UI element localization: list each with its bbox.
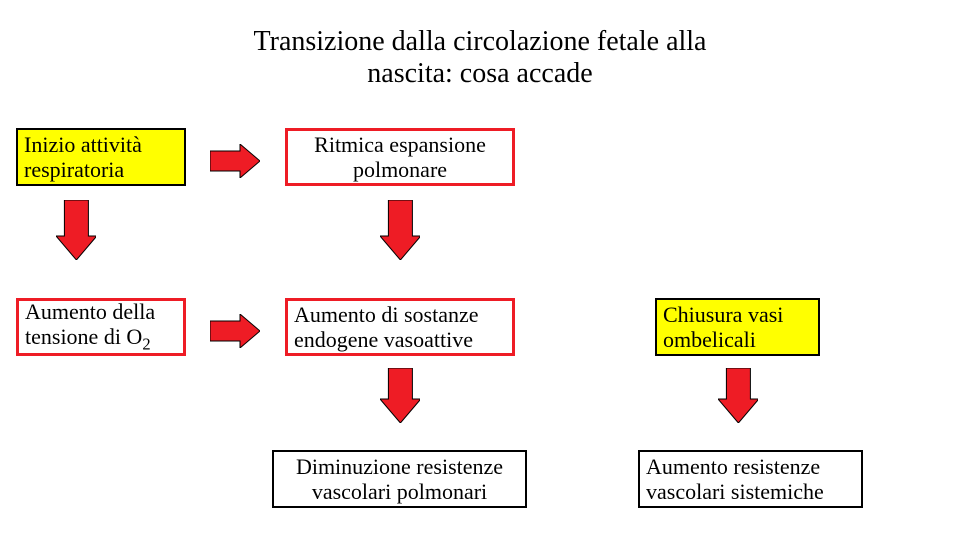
box-text: Ritmica espansionepolmonare — [314, 132, 486, 183]
arrow-down-icon — [718, 368, 759, 423]
box-text: Aumento resistenzevascolari sistemiche — [646, 454, 824, 505]
arrow-down-icon — [380, 200, 421, 260]
box-text: Inizio attivitàrespiratoria — [24, 132, 142, 183]
box-ritmica-espansione: Ritmica espansionepolmonare — [285, 128, 515, 186]
box-chiusura-vasi: Chiusura vasiombelicali — [655, 298, 820, 356]
box-text: Chiusura vasiombelicali — [663, 302, 783, 353]
box-aumento-resistenze: Aumento resistenzevascolari sistemiche — [638, 450, 863, 508]
arrow-right-icon — [210, 314, 260, 348]
arrow-down-icon — [380, 368, 421, 423]
box-text: Diminuzione resistenzevascolari polmonar… — [296, 454, 503, 505]
box-diminuzione-resistenze: Diminuzione resistenzevascolari polmonar… — [272, 450, 527, 508]
arrow-down-icon — [56, 200, 97, 260]
title-line2: nascita: cosa accade — [0, 58, 960, 90]
title-line1: Transizione dalla circolazione fetale al… — [0, 26, 960, 58]
box-aumento-tensione-o2: Aumento dellatensione di O2 — [16, 298, 186, 356]
arrow-right-icon — [210, 144, 260, 178]
box-inizio-attivita: Inizio attivitàrespiratoria — [16, 128, 186, 186]
page-title: Transizione dalla circolazione fetale al… — [0, 26, 960, 90]
box-aumento-sostanze: Aumento di sostanzeendogene vasoattive — [285, 298, 515, 356]
box-text: Aumento di sostanzeendogene vasoattive — [294, 302, 479, 353]
box-text: Aumento dellatensione di O2 — [25, 299, 155, 355]
